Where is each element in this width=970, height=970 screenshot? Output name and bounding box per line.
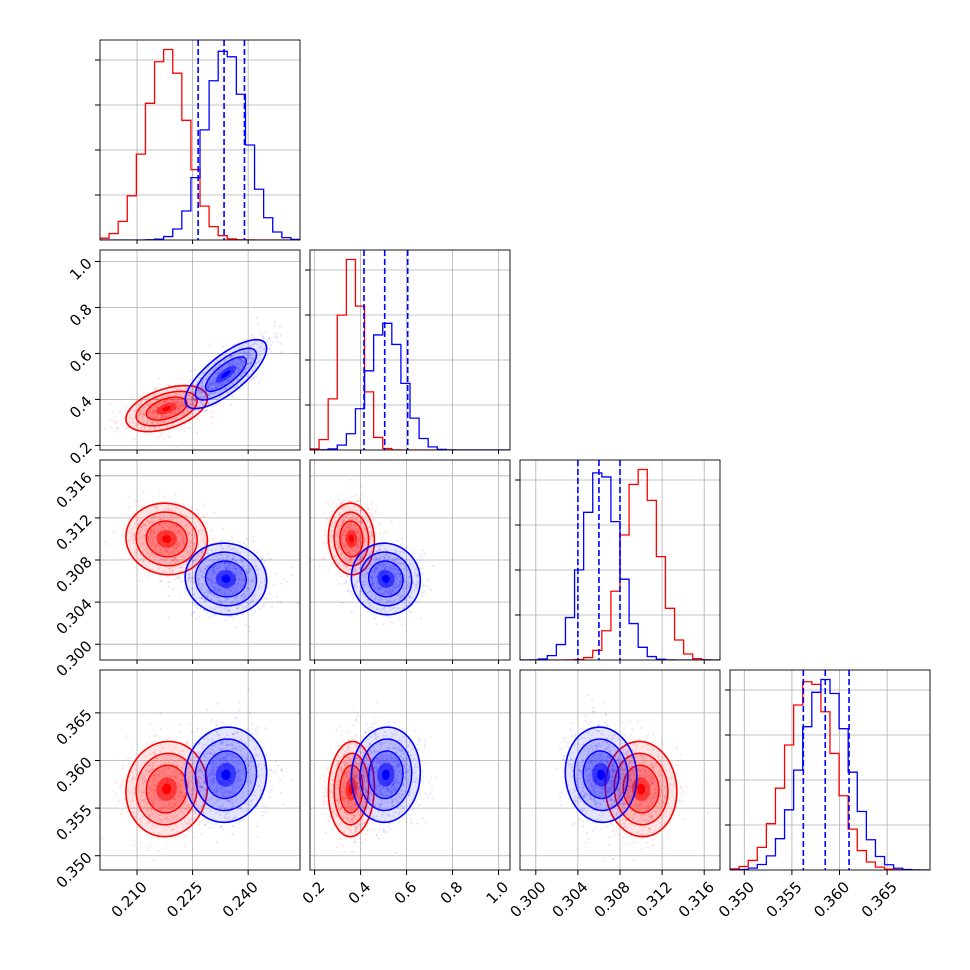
density-peak-series-0 [162, 406, 172, 412]
density-peak-series-1 [597, 769, 605, 780]
density-peak-series-0 [162, 535, 172, 543]
panel-3-2 [519, 669, 721, 871]
panel-frame [99, 669, 301, 871]
panel-frame [309, 459, 511, 661]
panel-frame [729, 669, 931, 871]
panel-2-0 [99, 459, 301, 661]
panel-3-0 [99, 669, 301, 871]
density-peak-series-0 [162, 783, 172, 795]
density-peak-series-1 [382, 769, 390, 780]
density-peak-series-0 [348, 535, 354, 543]
panel-3-3 [725, 669, 931, 871]
histogram-series-1 [730, 678, 930, 870]
density-peak-series-0 [637, 783, 645, 795]
panel-frame [309, 669, 511, 871]
density-peak-series-1 [382, 575, 390, 583]
scatter-points-series-0 [100, 712, 234, 863]
panel-frame [99, 249, 301, 451]
panel-1-0 [99, 249, 301, 451]
density-peak-series-1 [221, 370, 231, 378]
panel-frame [309, 249, 511, 451]
density-peak-series-1 [221, 575, 231, 583]
density-peak-series-1 [221, 769, 231, 780]
panel-2-1 [309, 459, 511, 661]
panel-1-1 [305, 249, 511, 451]
panel-3-1 [309, 669, 511, 871]
scatter-points-series-1 [156, 316, 297, 449]
histogram-series-0 [310, 258, 510, 450]
panel-0-0 [95, 39, 301, 241]
panel-frame [99, 39, 301, 241]
